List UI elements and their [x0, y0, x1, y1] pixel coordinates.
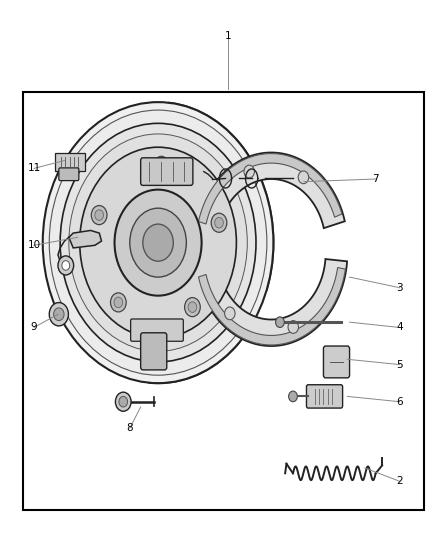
Circle shape: [119, 397, 127, 407]
Text: 2: 2: [396, 477, 403, 486]
Text: 3: 3: [396, 282, 403, 293]
Polygon shape: [196, 152, 345, 234]
Circle shape: [115, 190, 201, 296]
Circle shape: [49, 110, 267, 375]
FancyBboxPatch shape: [323, 346, 350, 378]
FancyBboxPatch shape: [131, 319, 184, 341]
Circle shape: [215, 217, 223, 228]
Circle shape: [62, 261, 70, 270]
Text: 5: 5: [396, 360, 403, 369]
Circle shape: [43, 102, 273, 383]
Circle shape: [225, 307, 235, 320]
Circle shape: [289, 391, 297, 402]
Circle shape: [157, 160, 166, 171]
Circle shape: [80, 147, 237, 338]
FancyBboxPatch shape: [59, 168, 79, 181]
Circle shape: [114, 297, 123, 308]
Circle shape: [130, 208, 186, 277]
Circle shape: [188, 302, 197, 312]
FancyBboxPatch shape: [141, 158, 193, 185]
Circle shape: [154, 156, 169, 175]
Circle shape: [53, 308, 64, 320]
Circle shape: [69, 134, 247, 351]
Circle shape: [116, 392, 131, 411]
FancyBboxPatch shape: [55, 152, 85, 171]
Text: 8: 8: [127, 423, 133, 433]
Circle shape: [49, 303, 68, 326]
Bar: [23, 92, 424, 511]
Text: 7: 7: [372, 174, 379, 184]
Text: 4: 4: [396, 322, 403, 333]
FancyBboxPatch shape: [307, 385, 343, 408]
Circle shape: [95, 210, 103, 220]
Polygon shape: [69, 230, 102, 248]
Circle shape: [288, 321, 298, 333]
Circle shape: [184, 297, 200, 317]
Circle shape: [143, 224, 173, 261]
Circle shape: [244, 165, 254, 178]
Circle shape: [60, 123, 256, 362]
Text: 11: 11: [28, 164, 41, 173]
Text: 10: 10: [28, 240, 41, 251]
Circle shape: [58, 256, 74, 275]
FancyBboxPatch shape: [141, 333, 167, 370]
Circle shape: [110, 293, 126, 312]
Text: 6: 6: [396, 397, 403, 407]
Polygon shape: [196, 259, 347, 346]
Polygon shape: [198, 268, 346, 345]
Circle shape: [211, 213, 227, 232]
Circle shape: [91, 206, 107, 224]
Text: 1: 1: [224, 31, 231, 41]
Polygon shape: [198, 154, 342, 224]
Circle shape: [298, 171, 309, 184]
Text: 9: 9: [31, 322, 37, 333]
Circle shape: [276, 317, 284, 327]
